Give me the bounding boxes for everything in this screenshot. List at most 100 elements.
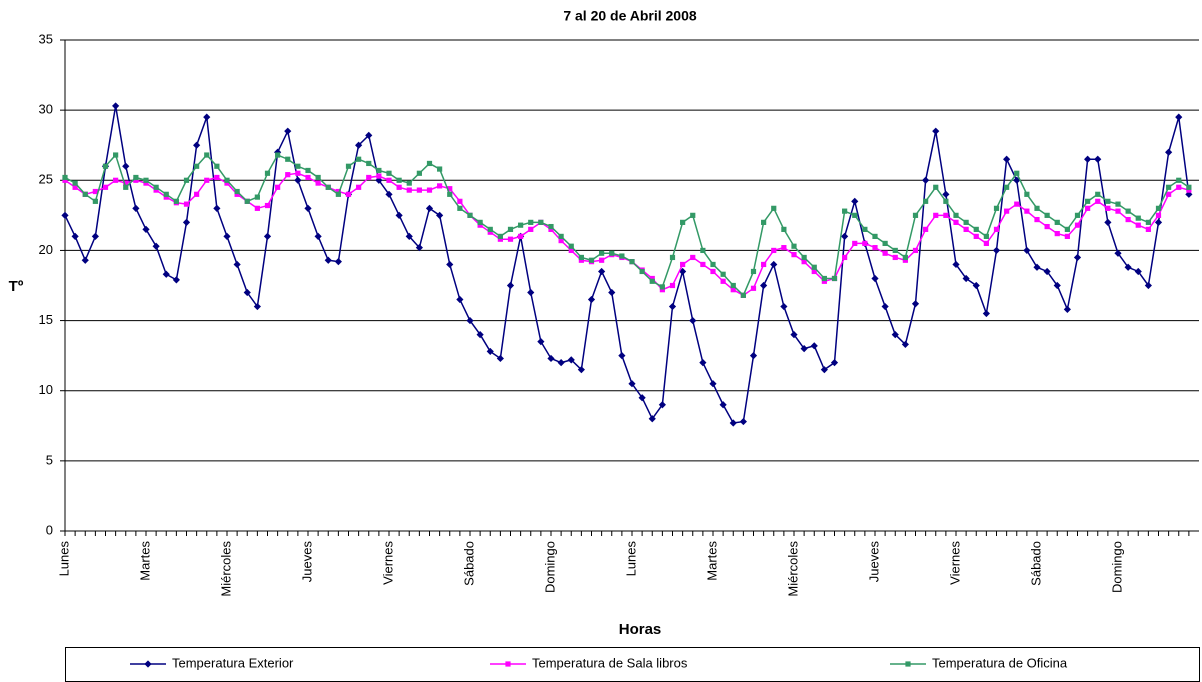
legend-marker [905,661,911,667]
data-point [133,174,139,181]
data-point [881,302,889,311]
data-point [842,208,848,214]
legend-marker [505,661,511,667]
data-point [963,219,969,225]
data-point [496,354,504,363]
data-point [1064,226,1070,232]
data-point [963,226,969,232]
data-point [1124,263,1132,271]
data-point [548,223,554,230]
legend-box [65,647,1200,682]
data-point [730,287,736,293]
data-point [518,233,524,239]
data-point [811,264,817,270]
data-point [1165,148,1173,156]
data-point [901,340,909,349]
data-point [922,176,930,184]
data-point [285,172,291,178]
data-point [102,184,109,190]
x-tick-label: Martes [137,541,152,581]
data-point [1073,253,1082,262]
data-point [1186,187,1192,193]
data-point [204,152,210,158]
data-point [700,261,706,268]
data-point [618,352,626,360]
data-point [466,316,474,325]
data-point [680,219,686,225]
data-point [1095,191,1101,197]
data-point [355,141,363,149]
data-point [1135,215,1141,221]
data-point [699,359,707,367]
data-point [224,177,230,183]
data-point [1176,177,1182,183]
data-point [810,342,818,350]
data-point [821,278,827,284]
data-point [487,226,493,232]
data-point [264,170,271,176]
data-point [720,271,726,277]
data-point [233,260,241,269]
data-point [800,345,808,353]
data-point [334,258,342,266]
data-point [740,292,746,298]
data-point [1094,155,1102,163]
data-point [537,338,545,346]
data-point [770,260,778,269]
data-point [658,401,666,409]
data-point [891,331,899,339]
data-point [518,222,524,228]
data-point [234,191,240,197]
data-point [183,201,190,207]
data-point [305,174,311,181]
data-point [91,232,99,240]
data-point [243,288,251,297]
data-point [437,166,443,172]
data-point [366,174,372,181]
data-point [1144,281,1152,290]
data-point [1004,208,1010,214]
data-point [497,233,503,239]
data-point [1185,190,1193,198]
data-point [173,198,179,204]
data-point [1095,198,1101,204]
data-point [942,190,950,198]
data-point [730,282,736,289]
data-point [426,187,433,193]
data-point [983,233,989,239]
data-point [162,270,170,278]
data-point [1145,219,1151,225]
data-point [102,163,109,169]
data-point [781,226,787,232]
series-line [64,105,1190,424]
legend-label: Temperatura de Sala libros [532,655,688,670]
data-point [548,226,554,232]
data-point [112,102,120,110]
data-point [972,281,980,290]
data-point [1014,170,1020,176]
series-line [64,153,1190,297]
x-tick-label: Viernes [947,541,962,585]
data-point [335,191,341,197]
data-point [609,250,615,256]
data-point [629,259,635,265]
data-point [476,331,484,339]
data-point [1175,113,1183,121]
data-point [92,188,98,195]
data-point [538,219,544,225]
data-point [587,295,596,304]
data-point [700,247,706,254]
data-point [943,212,949,218]
data-point [953,212,959,218]
data-point [598,267,606,276]
data-point [568,243,574,249]
x-tick-label: Lunes [56,541,71,577]
y-tick-label: 30 [39,102,53,117]
data-point [710,261,716,268]
data-point [668,302,677,311]
data-point [1186,184,1192,190]
data-point [892,247,898,254]
data-point [365,131,373,139]
data-point [761,219,767,225]
